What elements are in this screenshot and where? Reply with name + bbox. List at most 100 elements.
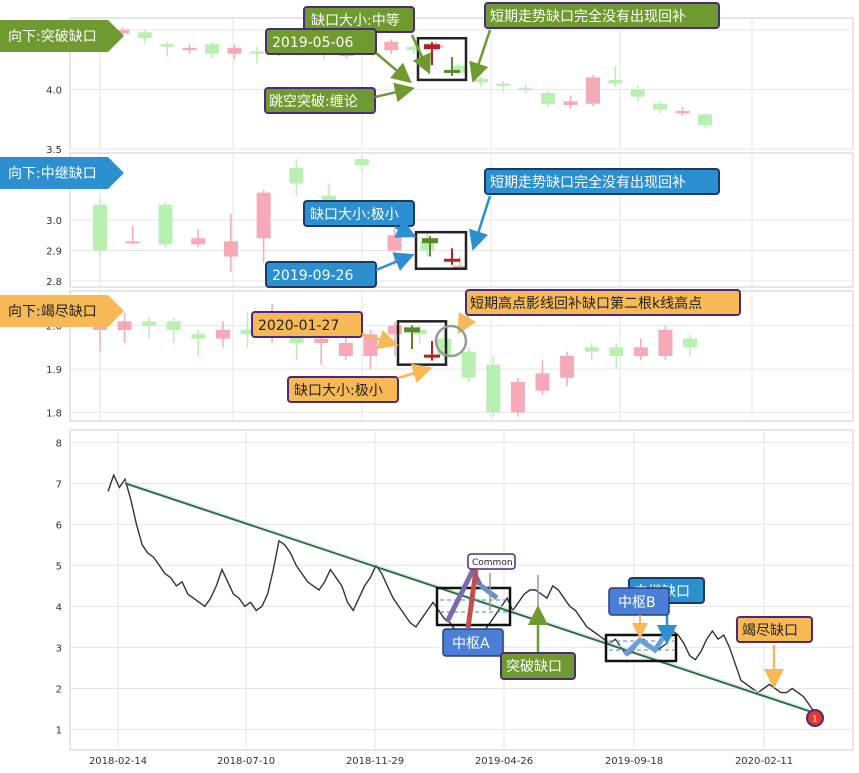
candle-body [256,192,271,239]
candle-body [314,338,329,343]
panel2-note-label: 短期走势缺口完全没有出现回补 [490,174,686,191]
candle-body [142,321,157,326]
candle-body [563,101,578,105]
candle-body [486,364,501,413]
panel1-size-label: 缺口大小:中等 [311,12,400,29]
panel2-date-callout: 2019-09-26 [265,252,415,288]
candle-body [387,235,402,251]
candle-body [289,334,304,343]
y-tick-label: 2 [56,684,62,695]
y-tick-label: 7 [56,479,62,490]
candle-body [160,44,175,47]
breakaway-label: 突破缺口 [506,659,562,675]
candle-body [653,103,668,110]
candle-body [633,347,648,356]
exhaustion-label-box: 竭尽缺口 [736,616,813,689]
candle-body [354,159,369,166]
zhongshu-b-label: 中枢B [618,595,656,611]
y-tick-label: 2.9 [46,246,62,257]
candle-body [420,241,435,251]
panel1-type-callout: 跳空突破:缠论 [264,82,415,114]
bi-stroke-red [465,569,479,629]
gap-candle-b [444,258,460,262]
y-tick-label: 1.8 [46,408,62,419]
candle-body [289,168,304,184]
y-tick-label: 5 [56,561,62,572]
candle-body [683,338,697,348]
candle-body [215,330,230,339]
panel3-size-label: 缺口大小:极小 [294,383,383,399]
candle-body [609,347,624,356]
candle-body [496,83,511,86]
x-tick-label: 2019-04-26 [475,756,533,767]
gap-candle-b [424,354,440,358]
panel3-high-circle [434,324,468,358]
gap-candle-a [404,327,420,333]
candle-body [585,77,600,104]
candle-body [630,89,645,97]
panel1-date-callout: 2019-05-06 [265,28,412,84]
candle-body [227,47,242,54]
panel2-note-callout: 短期走势缺口完全没有出现回补 [469,168,720,251]
candle-body [125,241,140,244]
y-tick-label: 8 [56,438,62,449]
candle-body [117,321,132,330]
panel1-tag: 向下:突破缺口 [0,20,124,52]
panel3-note-callout: 短期高点影线回补缺口第二根k线高点 [434,289,741,358]
candle-body [510,382,525,413]
candle-body [518,88,533,91]
gap-box [414,230,468,270]
exhaustion-label: 竭尽缺口 [742,623,798,639]
y-tick-label: 2.8 [46,277,62,288]
candle-body [461,351,476,378]
x-tick-label: 2020-02-11 [735,756,793,767]
panel3-date-label: 2020-01-27 [258,318,339,334]
panel1-type-label: 跳空突破:缠论 [269,93,358,110]
x-tick-label: 2019-09-18 [605,756,663,767]
gap-candle-a [422,238,438,244]
candle-body [158,204,173,245]
candle-body [137,32,152,39]
x-tick-label: 2018-02-14 [89,756,147,767]
candle-body [473,78,488,83]
candle-body [93,325,107,330]
panel3-candles: 2.0 1.9 1.8 [46,291,853,421]
y-tick-label: 1 [56,725,62,736]
candle-body [363,334,378,356]
candle-body [166,321,181,330]
panel2-candles: 3.0 2.9 2.8 [46,153,853,288]
gap-candle-b [444,69,460,73]
zhongshu-a-label: 中枢A [452,636,490,652]
end-marker-label: 1 [812,715,818,725]
common-badge: Common [467,553,516,570]
panel2-tag-text: 向下:中继缺口 [8,166,97,182]
candle-body [93,204,107,251]
y-tick-label: 1.9 [46,365,62,376]
y-tick-label: 6 [56,520,62,531]
candle-body [249,51,264,54]
panel1-tag-text: 向下:突破缺口 [8,29,97,45]
candle-body [451,65,466,73]
panel2-size-label: 缺口大小:极小 [310,207,399,223]
y-tick-label: 3.5 [46,145,62,156]
x-tick-label: 2018-11-29 [346,756,404,767]
zhongshu-b-label-box: 中枢B [608,587,670,639]
y-tick-label: 4 [56,602,62,613]
panel1-size-callout: 缺口大小:中等 [303,6,431,75]
candle-body [658,330,673,356]
panel3-date-callout: 2020-01-27 [251,311,399,350]
candle-body [191,334,206,339]
candle-body [406,46,421,51]
candle-body [115,29,130,34]
y-tick-label: 3.0 [46,216,62,227]
x-tick-label: 2018-07-10 [217,756,275,767]
panel3-note-label: 短期高点影线回补缺口第二根k线高点 [470,295,702,312]
y-tick-label: 2.0 [46,322,62,333]
candle-body [240,330,255,335]
panel1-note-callout: 短期走势缺口完全没有出现回补 [469,2,720,83]
bi-stroke-up [444,564,483,624]
candle-body [388,325,402,335]
panel2-size-callout: 缺口大小:极小 [303,200,417,238]
candle-body [205,44,220,54]
candle-body [608,79,623,84]
